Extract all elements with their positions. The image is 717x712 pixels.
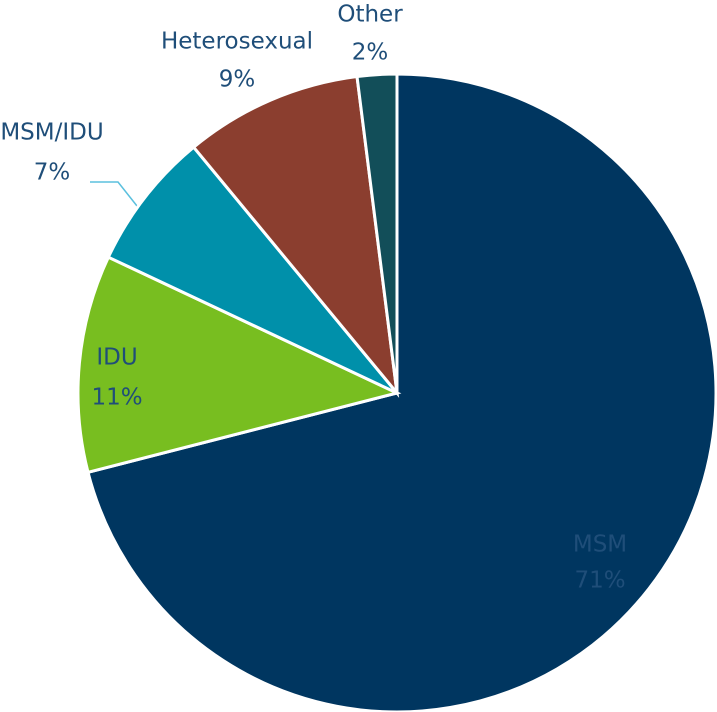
slice-label: MSM: [573, 532, 627, 558]
slice-value-label: 11%: [91, 385, 142, 411]
slice-value-label: 7%: [34, 160, 71, 186]
pie-slice: [355, 72, 399, 394]
slice-value-label: 71%: [574, 568, 625, 594]
slice-label: MSM/IDU: [0, 120, 103, 146]
leader-line: [90, 181, 138, 207]
slice-label: IDU: [96, 345, 137, 371]
pie-slice: [191, 74, 400, 398]
slice-value-label: 9%: [219, 67, 256, 93]
slice-label: Heterosexual: [161, 29, 313, 55]
pie-slice: [76, 255, 402, 475]
slice-value-label: 2%: [352, 40, 389, 66]
slice-label: Other: [337, 2, 403, 28]
pie-slice: [86, 72, 717, 712]
pie-slice: [106, 145, 399, 395]
